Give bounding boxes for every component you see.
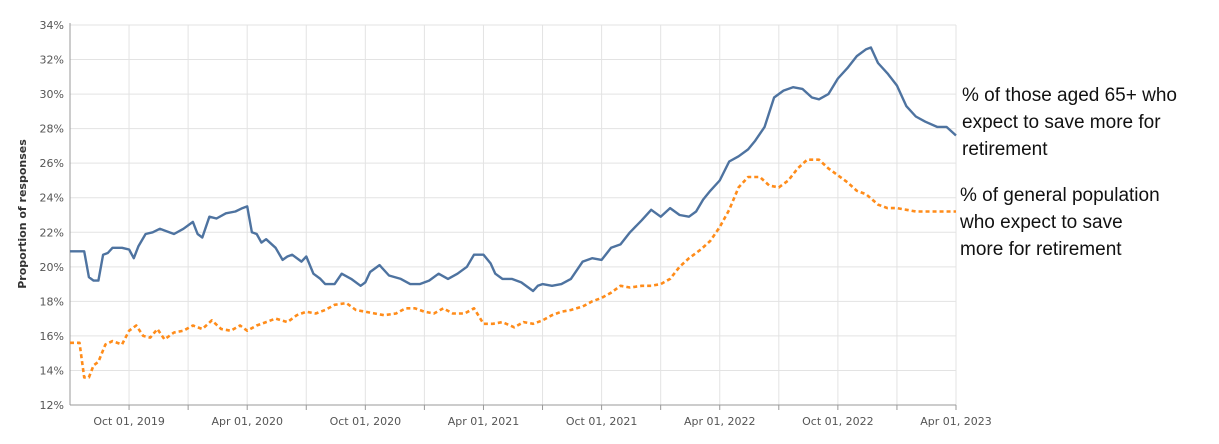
x-tick-label: Oct 01, 2019 <box>93 415 165 428</box>
series-lines <box>70 46 957 379</box>
y-tick-label: 16% <box>40 330 64 343</box>
x-tick-label: Apr 01, 2023 <box>920 415 992 428</box>
x-tick-label: Apr 01, 2021 <box>448 415 520 428</box>
y-tick-label: 18% <box>40 295 64 308</box>
series-line-1 <box>70 46 957 293</box>
y-tick-label: 12% <box>40 399 64 412</box>
series-1-annotation: % of those aged 65+ who expect to save m… <box>962 85 1177 160</box>
series-line-2 <box>70 158 956 379</box>
y-tick-labels: 12% 14% 16% 18% 20% 22% 24% 26% 28% 30% 32% 34% <box>40 19 64 412</box>
y-tick-label: 30% <box>40 88 64 101</box>
y-axis-label: Proportion of responses <box>16 139 29 289</box>
y-tick-label: 34% <box>40 19 64 32</box>
y-tick-label: 28% <box>40 123 64 136</box>
y-tick-label: 24% <box>40 192 64 205</box>
series-2-annotation: % of general population who expect to sa… <box>960 185 1160 260</box>
x-tick-label: Oct 01, 2020 <box>330 415 402 428</box>
x-tick-labels: Oct 01, 2019 Apr 01, 2020 Oct 01, 2020 Apr … <box>93 415 991 428</box>
y-tick-label: 20% <box>40 261 64 274</box>
x-tick-label: Oct 01, 2022 <box>802 415 874 428</box>
x-tick-label: Oct 01, 2021 <box>566 415 638 428</box>
x-tick-label: Apr 01, 2020 <box>211 415 283 428</box>
y-tick-label: 22% <box>40 226 64 239</box>
y-tick-label: 26% <box>40 157 64 170</box>
y-tick-label: 32% <box>40 54 64 67</box>
x-tick-label: Apr 01, 2022 <box>684 415 756 428</box>
axes <box>69 23 957 410</box>
y-tick-label: 14% <box>40 364 64 377</box>
gridlines <box>70 24 957 406</box>
